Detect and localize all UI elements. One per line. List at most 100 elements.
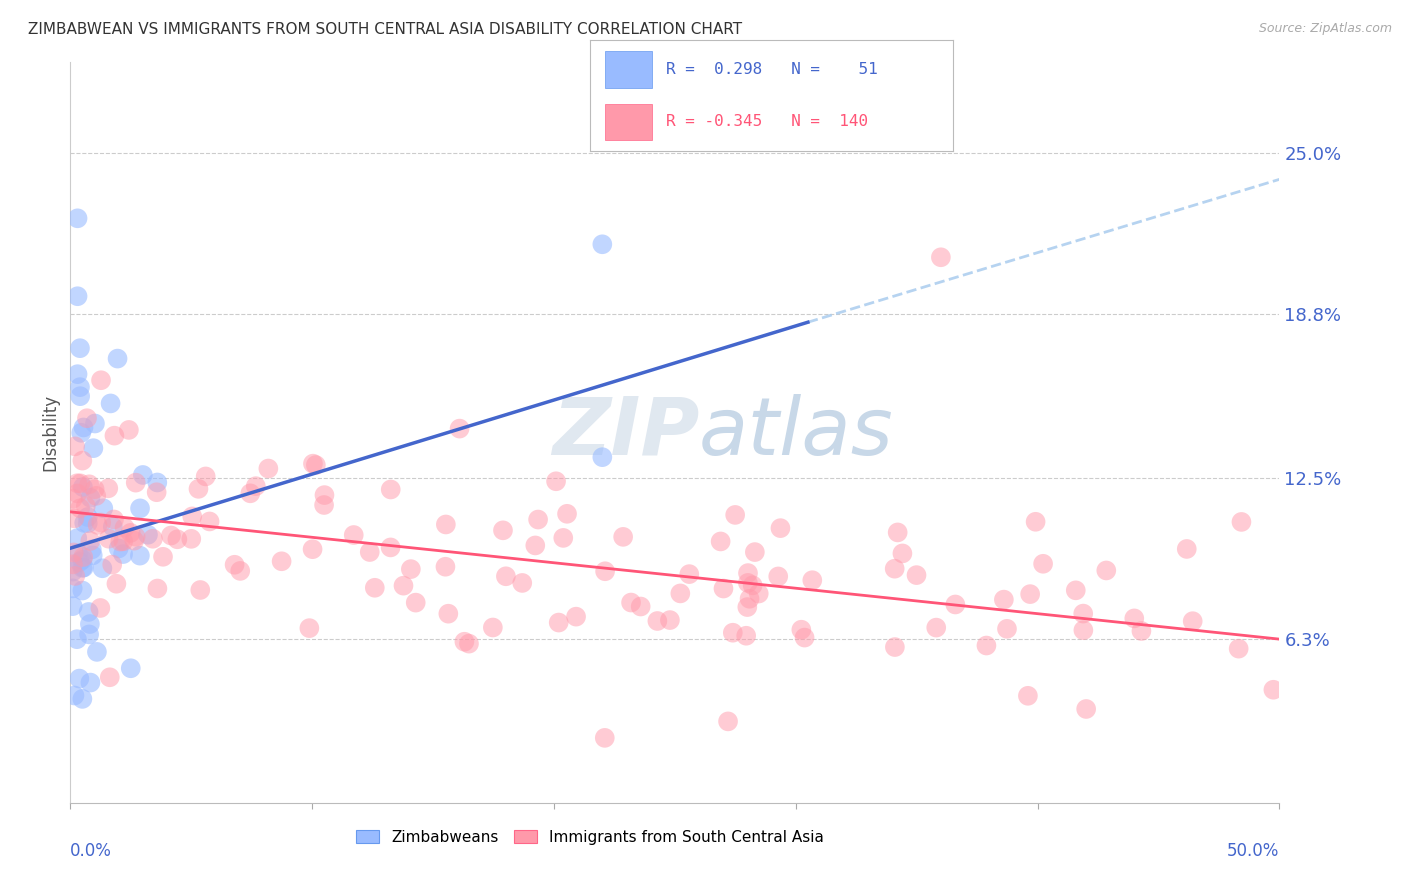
Point	[495, 569, 517, 583]
Point	[1181, 614, 1204, 628]
Point	[593, 564, 616, 578]
Point	[69, 380, 91, 394]
Point	[437, 607, 460, 621]
Point	[738, 591, 761, 606]
Point	[905, 568, 928, 582]
Point	[1064, 583, 1087, 598]
Point	[929, 250, 952, 264]
Point	[359, 545, 381, 559]
Point	[737, 600, 759, 615]
Point	[312, 498, 335, 512]
Point	[146, 582, 169, 596]
Point	[1263, 682, 1285, 697]
Point	[114, 521, 136, 535]
Point	[107, 351, 129, 366]
Point	[194, 469, 217, 483]
Point	[118, 423, 141, 437]
Point	[124, 530, 146, 544]
Point	[482, 620, 505, 634]
Point	[181, 509, 204, 524]
Point	[270, 554, 292, 568]
Point	[744, 545, 766, 559]
Point	[555, 507, 578, 521]
Point	[65, 569, 87, 583]
Point	[492, 524, 515, 538]
Point	[79, 675, 101, 690]
Point	[630, 599, 652, 614]
Point	[245, 479, 267, 493]
Point	[380, 541, 402, 555]
Point	[105, 576, 128, 591]
Point	[103, 512, 125, 526]
Point	[188, 582, 211, 597]
Point	[100, 396, 122, 410]
Point	[62, 599, 84, 614]
Point	[62, 565, 84, 579]
Point	[724, 508, 747, 522]
Point	[801, 573, 824, 587]
Point	[152, 549, 174, 564]
Point	[70, 425, 93, 440]
Point	[73, 560, 96, 574]
Point	[72, 480, 94, 494]
Point	[125, 475, 148, 490]
Point	[995, 622, 1018, 636]
Point	[943, 598, 966, 612]
Point	[72, 420, 94, 434]
Point	[343, 528, 366, 542]
Point	[91, 501, 114, 516]
Point	[142, 532, 165, 546]
Text: ZIMBABWEAN VS IMMIGRANTS FROM SOUTH CENTRAL ASIA DISABILITY CORRELATION CHART: ZIMBABWEAN VS IMMIGRANTS FROM SOUTH CENT…	[28, 22, 742, 37]
Point	[160, 528, 183, 542]
Point	[76, 516, 98, 531]
Point	[76, 510, 98, 524]
Point	[593, 731, 616, 745]
Point	[793, 631, 815, 645]
Point	[620, 596, 643, 610]
Point	[67, 672, 90, 686]
Text: 0.0%: 0.0%	[70, 842, 112, 860]
Point	[669, 586, 692, 600]
Point	[405, 596, 427, 610]
Point	[314, 488, 336, 502]
Point	[1123, 611, 1146, 625]
Point	[976, 639, 998, 653]
Point	[524, 538, 547, 552]
Point	[591, 450, 613, 465]
Point	[86, 517, 108, 532]
Point	[77, 477, 100, 491]
Point	[399, 562, 422, 576]
Point	[89, 601, 111, 615]
Point	[647, 614, 669, 628]
Point	[612, 530, 634, 544]
Point	[392, 579, 415, 593]
Point	[69, 476, 91, 491]
Point	[1017, 689, 1039, 703]
Point	[1025, 515, 1047, 529]
Point	[79, 533, 101, 548]
Point	[84, 417, 107, 431]
Point	[180, 532, 202, 546]
Point	[122, 533, 145, 548]
Point	[301, 542, 323, 557]
Point	[302, 457, 325, 471]
Point	[658, 613, 681, 627]
Point	[66, 531, 89, 545]
Point	[80, 542, 103, 557]
Point	[1032, 557, 1054, 571]
Point	[90, 516, 112, 530]
Point	[886, 525, 908, 540]
Point	[72, 553, 94, 567]
Point	[883, 562, 905, 576]
Point	[1230, 515, 1253, 529]
Point	[735, 629, 758, 643]
Point	[1227, 641, 1250, 656]
Point	[120, 661, 142, 675]
Point	[132, 467, 155, 482]
Point	[678, 567, 700, 582]
Point	[84, 489, 107, 503]
Point	[98, 670, 121, 684]
Point	[769, 521, 792, 535]
Point	[72, 583, 94, 598]
Point	[112, 534, 135, 549]
